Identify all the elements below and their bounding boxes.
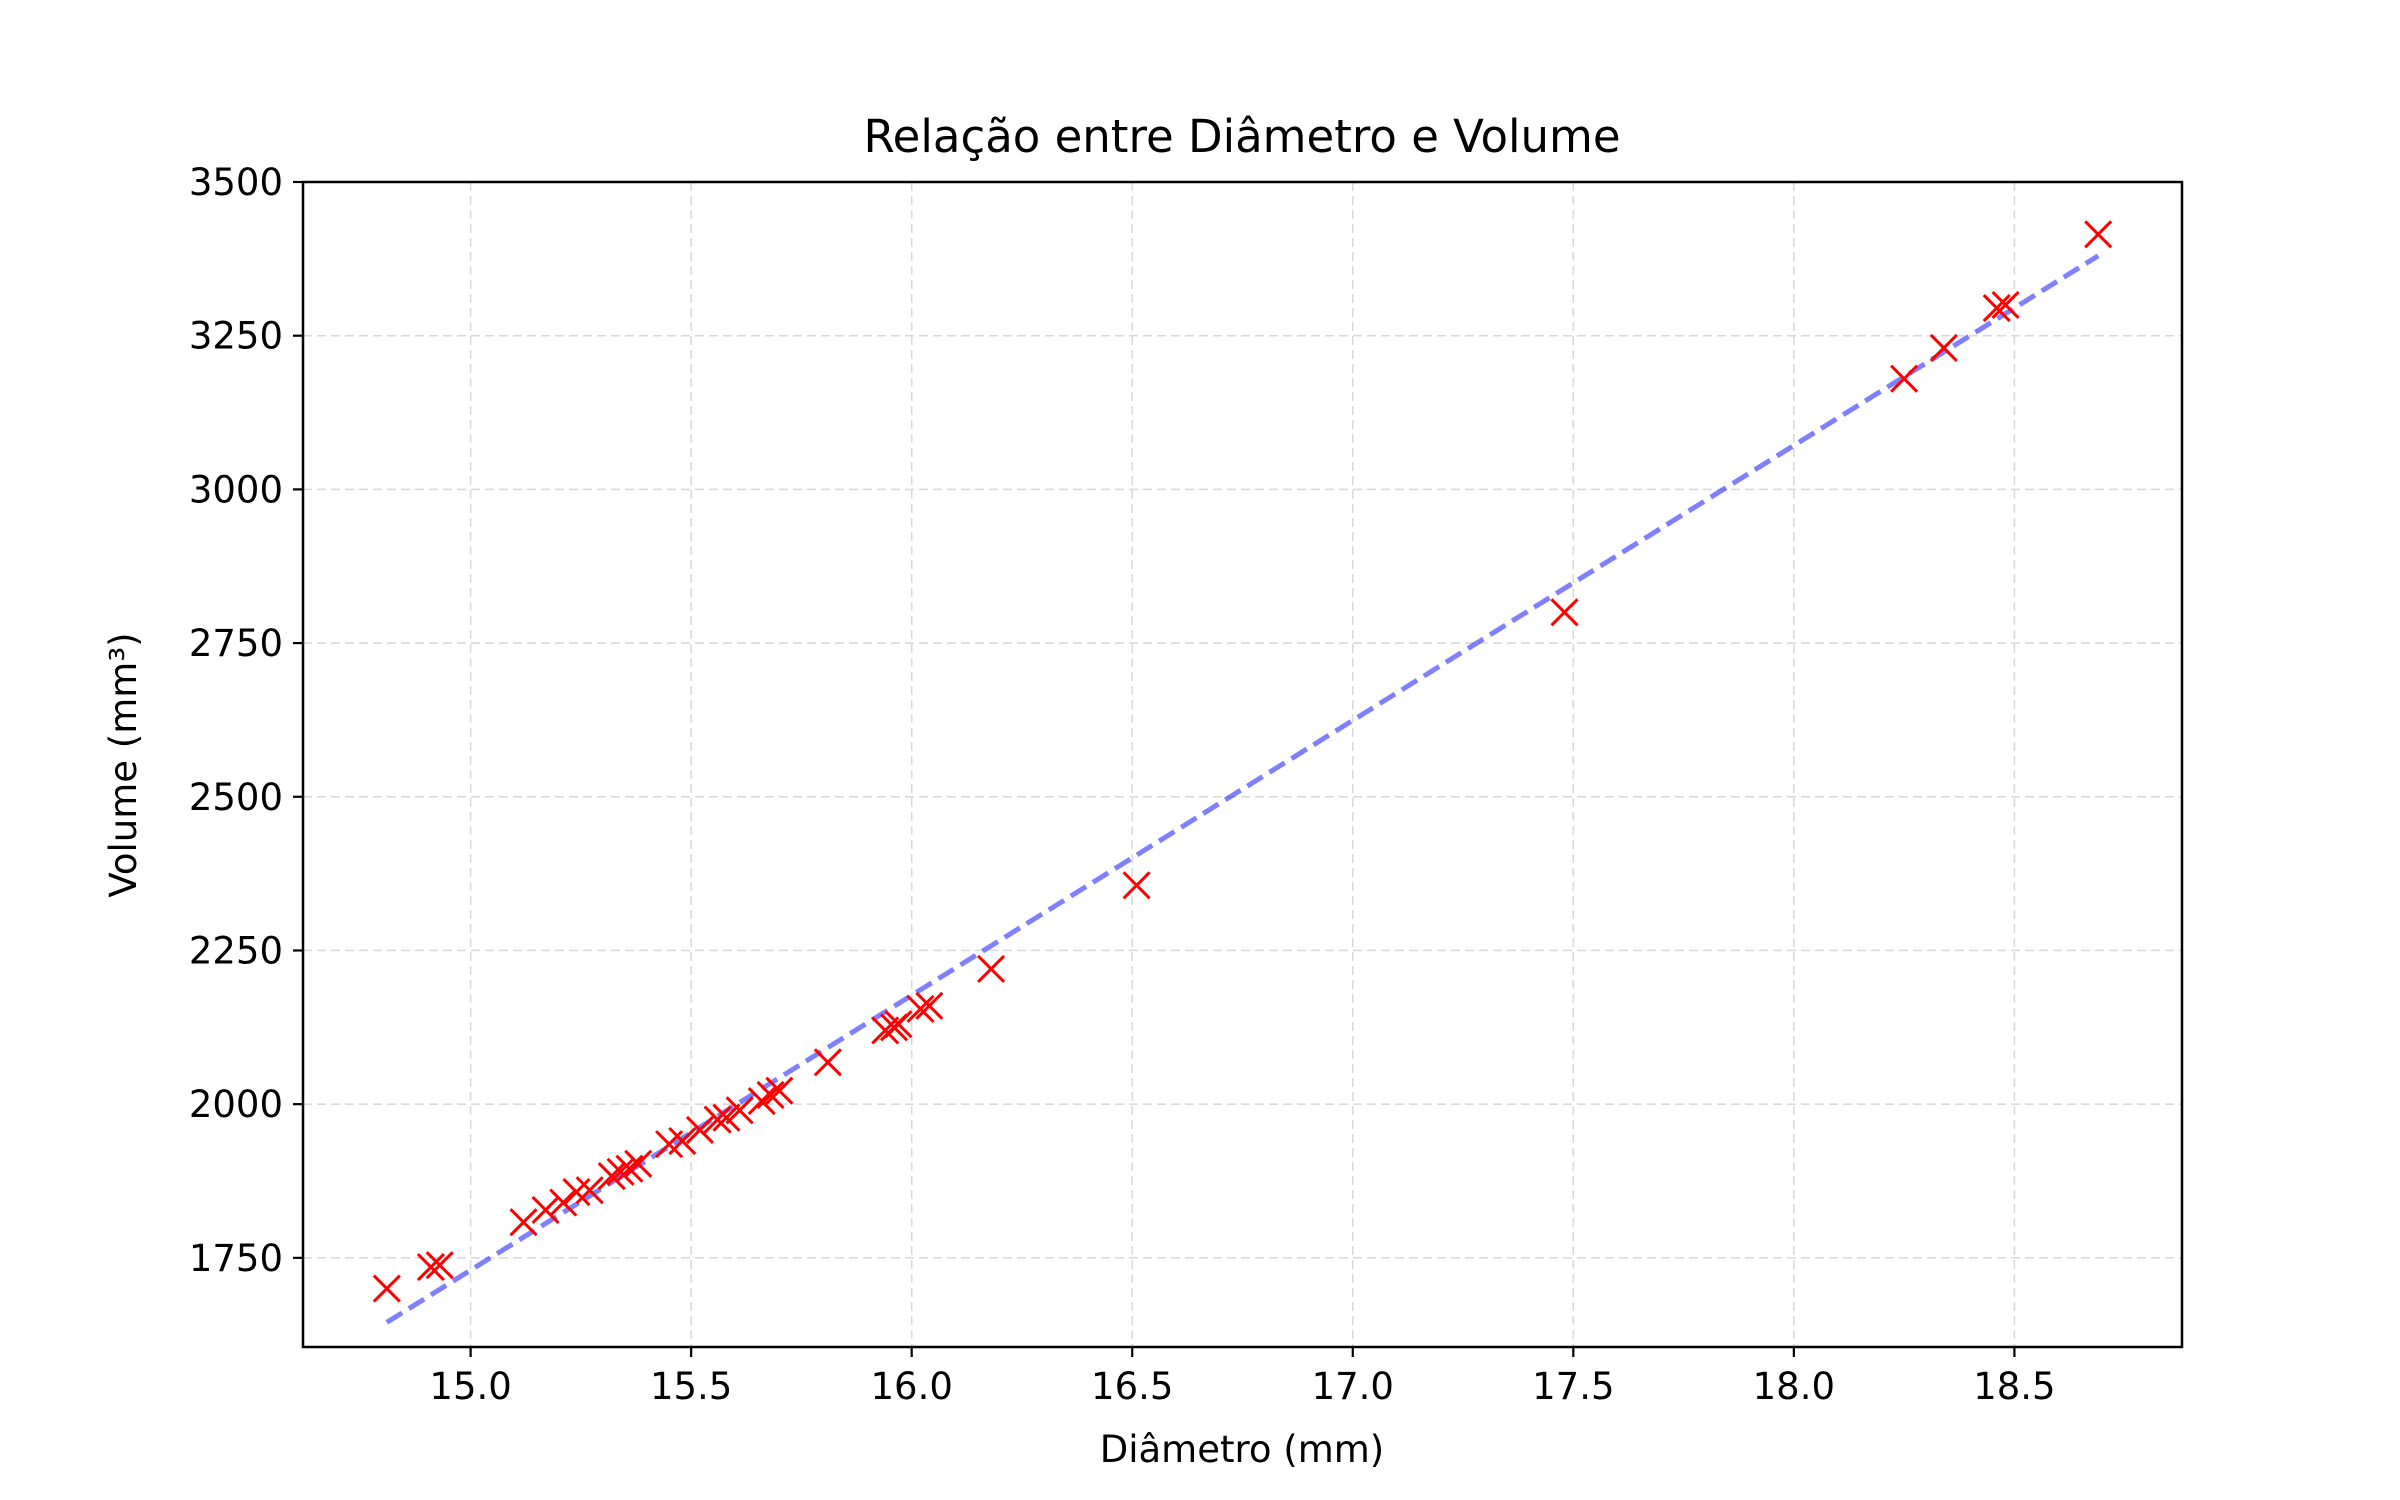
data-point: [615, 1154, 644, 1183]
chart-title: Relação entre Diâmetro e Volume: [863, 110, 1620, 163]
data-point: [1982, 293, 2011, 323]
data-point: [915, 991, 944, 1020]
data-point-stroke: [813, 1048, 842, 1077]
data-point: [977, 954, 1006, 983]
data-point-stroke: [531, 1195, 560, 1224]
data-point: [1550, 598, 1579, 627]
data-point-stroke: [747, 1087, 776, 1116]
y-tick-label: 2000: [189, 1083, 283, 1126]
data-point: [509, 1208, 538, 1237]
data-point-stroke: [977, 954, 1006, 983]
data-point-stroke: [624, 1149, 653, 1178]
data-point-stroke: [425, 1251, 454, 1280]
data-point: [562, 1178, 591, 1207]
data-point: [747, 1087, 776, 1116]
data-point: [624, 1149, 653, 1178]
data-point-stroke: [416, 1253, 445, 1282]
x-axis-title: Diâmetro (mm): [1100, 1428, 1385, 1471]
x-tick-label: 17.0: [1312, 1365, 1394, 1408]
data-point: [756, 1080, 785, 1110]
data-point-stroke: [1550, 598, 1579, 627]
data-point-stroke: [1122, 871, 1151, 900]
x-tick-label: 15.5: [650, 1365, 732, 1408]
data-point: [416, 1253, 445, 1282]
data-point: [606, 1157, 635, 1186]
data-point-stroke: [615, 1154, 644, 1183]
data-point-stroke: [668, 1126, 697, 1156]
x-tick-label: 16.5: [1091, 1365, 1173, 1408]
plot-frame: [301, 180, 2184, 1349]
fit-line: [385, 253, 2100, 1325]
y-tick-label: 3000: [189, 468, 283, 511]
axes: 15.0 15.5 16.0 16.5 17.0 17.5 18.0 18.5 1750 2000…: [189, 161, 2184, 1408]
data-point: [685, 1115, 715, 1145]
data-point-stroke: [575, 1176, 604, 1205]
data-point-stroke: [1982, 293, 2011, 323]
y-tick-label: 2500: [189, 776, 283, 819]
data-point: [1991, 290, 2020, 320]
data-point: [765, 1076, 794, 1105]
data-point-stroke: [549, 1188, 578, 1217]
data-point-stroke: [765, 1076, 794, 1105]
data-points-layer: [372, 220, 2113, 1303]
y-tick-label: 3500: [189, 161, 283, 204]
data-point-stroke: [703, 1105, 732, 1134]
y-axis-title: Volume (mm³): [102, 632, 145, 897]
data-point: [531, 1195, 560, 1224]
data-point: [703, 1105, 732, 1134]
data-point: [575, 1176, 604, 1205]
data-point: [668, 1126, 697, 1156]
data-point-stroke: [725, 1096, 754, 1125]
data-point: [725, 1096, 754, 1125]
data-point: [712, 1103, 741, 1132]
data-point: [884, 1010, 913, 1039]
x-tick-label: 18.5: [1973, 1365, 2055, 1408]
data-point: [906, 994, 935, 1023]
data-point: [813, 1048, 842, 1077]
data-point-stroke: [2084, 220, 2113, 249]
data-point: [372, 1274, 401, 1303]
data-point: [549, 1188, 578, 1217]
data-point-stroke: [1991, 290, 2020, 320]
data-point-stroke: [509, 1208, 538, 1237]
data-point-stroke: [597, 1162, 626, 1191]
x-tick-label: 17.5: [1532, 1365, 1614, 1408]
data-point: [597, 1162, 626, 1191]
data-point: [425, 1251, 454, 1280]
data-point: [2084, 220, 2113, 249]
data-point-stroke: [915, 991, 944, 1020]
data-point-stroke: [884, 1010, 913, 1039]
data-point-stroke: [685, 1115, 715, 1145]
data-point-stroke: [1890, 364, 1919, 393]
fit-line-layer: [385, 253, 2100, 1325]
y-tick-label: 3250: [189, 315, 283, 358]
data-point: [1890, 364, 1919, 393]
data-point-stroke: [562, 1178, 591, 1207]
data-point-stroke: [606, 1157, 635, 1186]
data-point-stroke: [906, 994, 935, 1023]
data-point: [1122, 871, 1151, 900]
data-point-stroke: [756, 1080, 785, 1110]
y-tick-label: 2750: [189, 622, 283, 665]
data-point-stroke: [1929, 333, 1958, 363]
x-tick-label: 15.0: [429, 1365, 511, 1408]
data-point-stroke: [372, 1274, 401, 1303]
data-point: [1929, 333, 1958, 363]
x-tick-label: 16.0: [870, 1365, 952, 1408]
y-tick-label: 1750: [189, 1237, 283, 1280]
data-point-stroke: [712, 1103, 741, 1132]
y-tick-label: 2250: [189, 929, 283, 972]
x-tick-label: 18.0: [1753, 1365, 1835, 1408]
